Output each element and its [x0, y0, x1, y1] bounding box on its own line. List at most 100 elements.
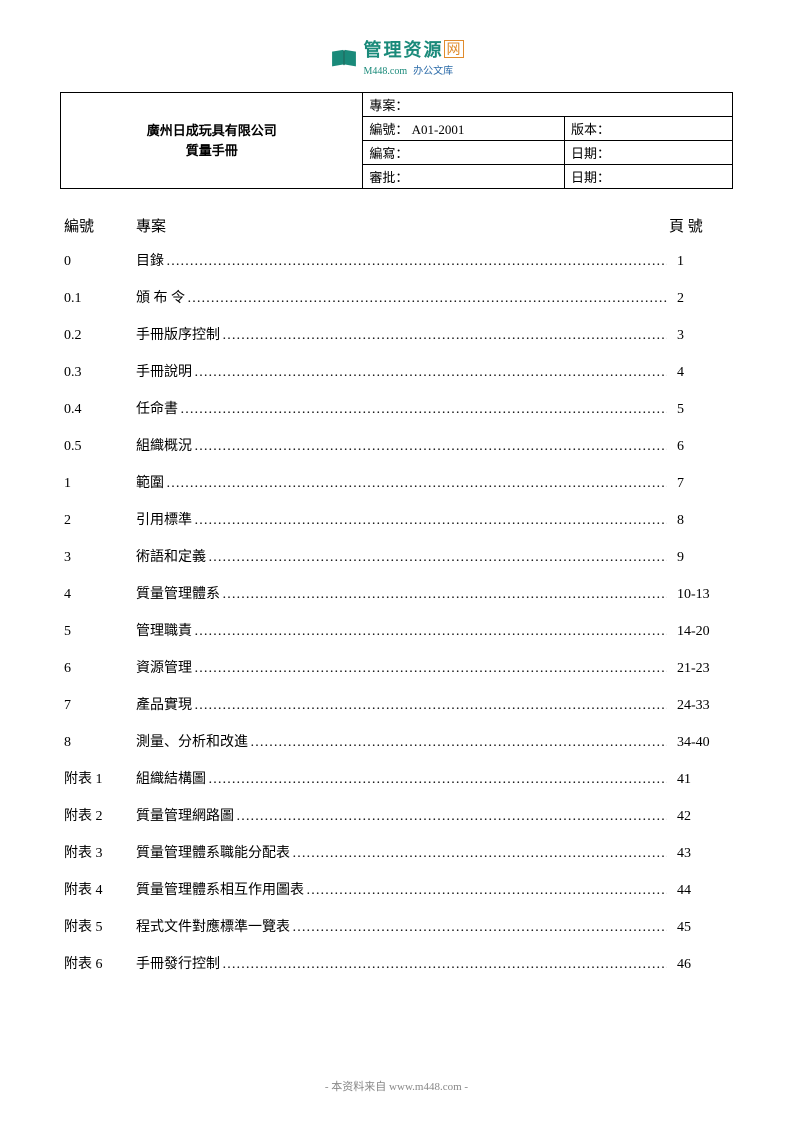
field-author: 編寫： [363, 141, 565, 165]
toc-title: 範圍 [136, 472, 164, 492]
toc-page: 8 [669, 513, 729, 529]
toc-leader-dots: …………………………………………………………………………………………………………… [194, 698, 667, 714]
logo-wang: 网 [444, 40, 464, 58]
toc-page: 42 [669, 809, 729, 825]
toc-num: 0.3 [64, 365, 136, 381]
toc-num: 8 [64, 735, 136, 751]
toc-num: 附表 2 [64, 805, 136, 825]
toc-leader-dots: …………………………………………………………………………………………………………… [222, 957, 667, 973]
toc-row: 附表 1組織結構圖…………………………………………………………………………………… [64, 768, 729, 788]
toc-leader-dots: …………………………………………………………………………………………………………… [208, 772, 667, 788]
toc-leader-dots: …………………………………………………………………………………………………………… [166, 254, 667, 270]
toc-title: 目錄 [136, 250, 164, 270]
toc-num: 附表 3 [64, 842, 136, 862]
toc-title-wrap: 質量管理網路圖………………………………………………………………………………………… [136, 805, 669, 825]
toc-row: 0目錄…………………………………………………………………………………………………… [64, 250, 729, 270]
toc-leader-dots: …………………………………………………………………………………………………………… [222, 587, 667, 603]
toc-num: 附表 6 [64, 953, 136, 973]
toc-title-wrap: 產品實現………………………………………………………………………………………………… [136, 694, 669, 714]
toc-header: 編號 專案 頁 號 [64, 215, 729, 236]
toc-header-num: 編號 [64, 215, 136, 236]
toc-title: 產品實現 [136, 694, 192, 714]
toc-num: 5 [64, 624, 136, 640]
doc-type: 質量手冊 [67, 141, 356, 161]
toc-title-wrap: 程式文件對應標準一覽表……………………………………………………………………………… [136, 916, 669, 936]
toc-num: 7 [64, 698, 136, 714]
toc-row: 附表 4質量管理體系相互作用圖表………………………………………………………………… [64, 879, 729, 899]
toc-page: 1 [669, 254, 729, 270]
toc-row: 0.3手冊說明………………………………………………………………………………………… [64, 361, 729, 381]
toc-title: 引用標準 [136, 509, 192, 529]
toc-page: 21-23 [669, 661, 729, 677]
toc-leader-dots: …………………………………………………………………………………………………………… [194, 513, 667, 529]
toc-title-wrap: 管理職責………………………………………………………………………………………………… [136, 620, 669, 640]
field-date: 日期： [564, 141, 732, 165]
company-name: 廣州日成玩具有限公司 [67, 121, 356, 141]
toc-title-wrap: 任命書…………………………………………………………………………………………………… [136, 398, 669, 418]
toc-num: 4 [64, 587, 136, 603]
toc-leader-dots: …………………………………………………………………………………………………………… [222, 328, 667, 344]
toc-title: 手冊發行控制 [136, 953, 220, 973]
toc-row: 0.1頒 布 令……………………………………………………………………………………… [64, 287, 729, 307]
toc-title: 質量管理體系 [136, 583, 220, 603]
toc-leader-dots: …………………………………………………………………………………………………………… [208, 550, 667, 566]
toc-title-wrap: 手冊說明………………………………………………………………………………………………… [136, 361, 669, 381]
toc-page: 2 [669, 291, 729, 307]
toc-leader-dots: …………………………………………………………………………………………………………… [194, 365, 667, 381]
toc-row: 4質量管理體系………………………………………………………………………………………… [64, 583, 729, 603]
toc-title: 質量管理體系相互作用圖表 [136, 879, 304, 899]
toc-title-wrap: 目錄……………………………………………………………………………………………………… [136, 250, 669, 270]
toc-title: 任命書 [136, 398, 178, 418]
toc-title-wrap: 引用標準………………………………………………………………………………………………… [136, 509, 669, 529]
toc-title: 資源管理 [136, 657, 192, 677]
toc-title: 頒 布 令 [136, 287, 185, 307]
toc-leader-dots: …………………………………………………………………………………………………………… [250, 735, 667, 751]
toc-page: 6 [669, 439, 729, 455]
toc-title-wrap: 頒 布 令……………………………………………………………………………………………… [136, 287, 669, 307]
field-date2: 日期： [564, 165, 732, 189]
toc-title-wrap: 手冊版序控制…………………………………………………………………………………………… [136, 324, 669, 344]
toc-row: 0.2手冊版序控制…………………………………………………………………………………… [64, 324, 729, 344]
logo-title: 管理资源 [364, 40, 444, 60]
toc-page: 10-13 [669, 587, 729, 603]
logo-book-icon [330, 48, 358, 70]
toc-page: 46 [669, 957, 729, 973]
toc-num: 0.1 [64, 291, 136, 307]
toc-title: 程式文件對應標準一覽表 [136, 916, 290, 936]
toc-title: 組織結構圖 [136, 768, 206, 788]
toc-leader-dots: …………………………………………………………………………………………………………… [166, 476, 667, 492]
toc-leader-dots: …………………………………………………………………………………………………………… [187, 291, 667, 307]
toc-num: 1 [64, 476, 136, 492]
toc-page: 44 [669, 883, 729, 899]
toc-title-wrap: 組織結構圖……………………………………………………………………………………………… [136, 768, 669, 788]
header-table: 廣州日成玩具有限公司 質量手冊 專案： 編號： A01-2001 版本： 編寫：… [60, 92, 733, 189]
toc-title: 質量管理體系職能分配表 [136, 842, 290, 862]
toc-title-wrap: 範圍……………………………………………………………………………………………………… [136, 472, 669, 492]
toc-leader-dots: …………………………………………………………………………………………………………… [194, 624, 667, 640]
logo-domain: M448.com [364, 66, 408, 77]
toc-header-page: 頁 號 [669, 215, 729, 236]
field-project: 專案： [363, 93, 733, 117]
toc-num: 附表 5 [64, 916, 136, 936]
toc-num: 3 [64, 550, 136, 566]
toc-num: 附表 1 [64, 768, 136, 788]
toc-page: 34-40 [669, 735, 729, 751]
toc-num: 0.5 [64, 439, 136, 455]
toc-page: 45 [669, 920, 729, 936]
toc-title: 手冊說明 [136, 361, 192, 381]
toc-title: 測量、分析和改進 [136, 731, 248, 751]
logo-area: 管理资源网 M448.com办公文库 [60, 40, 733, 78]
toc-num: 2 [64, 513, 136, 529]
toc-title-wrap: 測量、分析和改進……………………………………………………………………………………… [136, 731, 669, 751]
field-approve: 審批： [363, 165, 565, 189]
toc-leader-dots: …………………………………………………………………………………………………………… [292, 920, 667, 936]
toc-leader-dots: …………………………………………………………………………………………………………… [306, 883, 667, 899]
toc-num: 0 [64, 254, 136, 270]
toc-row: 附表 6手冊發行控制………………………………………………………………………………… [64, 953, 729, 973]
toc-leader-dots: …………………………………………………………………………………………………………… [194, 661, 667, 677]
toc-title-wrap: 術語和定義……………………………………………………………………………………………… [136, 546, 669, 566]
toc-title: 術語和定義 [136, 546, 206, 566]
toc-page: 4 [669, 365, 729, 381]
toc-leader-dots: …………………………………………………………………………………………………………… [292, 846, 667, 862]
toc-list: 0目錄…………………………………………………………………………………………………… [64, 250, 729, 973]
